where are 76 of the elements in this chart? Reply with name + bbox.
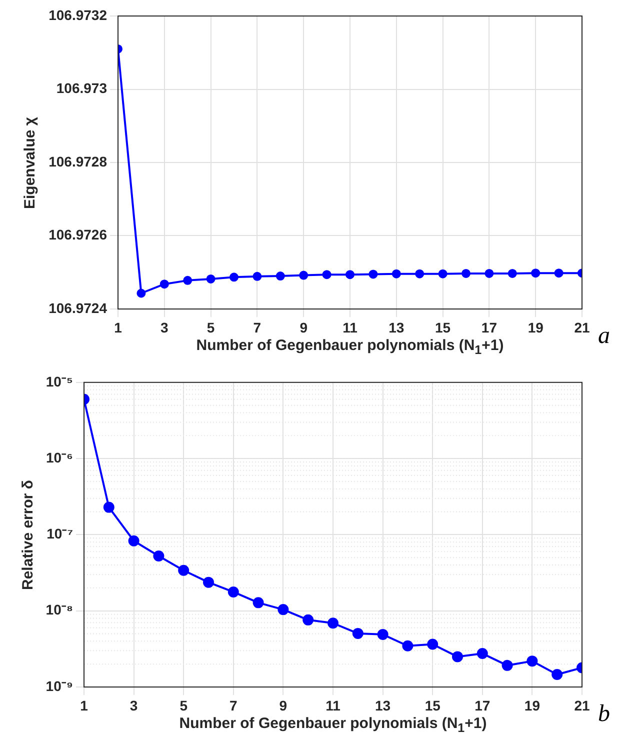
y-tick-label: 106.9724	[48, 300, 108, 316]
x-tick-label: 17	[474, 697, 490, 714]
point	[160, 280, 169, 289]
x-tick-label: 7	[230, 697, 238, 714]
y-axis-title: Relative error δ	[20, 480, 36, 590]
point	[278, 604, 289, 616]
point	[415, 269, 424, 278]
text: b	[598, 701, 610, 728]
x-tick-label: 5	[206, 319, 215, 336]
point	[128, 535, 140, 546]
point	[484, 268, 494, 278]
point	[508, 268, 517, 278]
point	[392, 269, 401, 278]
point	[368, 270, 378, 279]
x-tick-label: 21	[574, 319, 590, 336]
x-tick-label: 19	[524, 697, 540, 714]
text: a	[598, 323, 610, 350]
x-tick-label: 17	[481, 319, 498, 336]
point	[299, 270, 308, 280]
y-tick-label: 106.9728	[48, 153, 108, 170]
point	[183, 276, 192, 285]
point	[206, 274, 216, 284]
point	[452, 651, 463, 662]
point	[531, 268, 540, 278]
x-tick-label: 7	[253, 319, 262, 336]
y-tick-label: 106.973	[56, 80, 108, 96]
point	[230, 272, 238, 282]
x-tick-label: 15	[435, 319, 451, 336]
point	[462, 268, 470, 278]
point	[302, 614, 314, 626]
y-tick-label: 106.9732	[48, 6, 108, 23]
x-axis-title: Number of Gegenbauer polynomials (N$_{1}$+1)	[196, 337, 504, 357]
x-tick-label: 11	[342, 319, 358, 336]
point	[438, 269, 448, 278]
point	[427, 638, 438, 650]
point	[252, 272, 262, 281]
x-axis-title: Number of Gegenbauer polynomials (N$_{1}$+1)	[179, 715, 487, 735]
point	[476, 648, 488, 660]
y-tick-label: 10⁻⁸	[46, 602, 73, 618]
x-tick-label: 13	[388, 319, 404, 336]
point	[552, 668, 563, 680]
x-tick-label: 15	[424, 697, 441, 714]
x-tick-label: 1	[114, 319, 122, 336]
x-tick-label: 21	[574, 697, 590, 714]
point	[502, 660, 513, 671]
x-tick-label: 3	[160, 319, 168, 336]
x-tick-label: 13	[375, 697, 391, 714]
point	[276, 272, 285, 281]
point	[346, 270, 354, 280]
x-tick-label: 11	[326, 697, 341, 714]
y-tick-label: 10⁻⁹	[46, 678, 73, 694]
x-tick-label: 9	[300, 319, 308, 336]
x-tick-label: 1	[80, 697, 88, 714]
point	[178, 564, 190, 576]
x-tick-label: 3	[130, 697, 138, 714]
point	[322, 270, 332, 280]
point	[228, 586, 239, 598]
y-tick-label: 106.9726	[48, 226, 108, 243]
point	[203, 576, 214, 588]
point	[554, 268, 564, 278]
x-tick-label: 9	[279, 697, 288, 714]
point	[352, 628, 364, 639]
y-tick-label: 10⁻⁵	[46, 373, 73, 390]
y-axis-title: Eigenvalue χ	[22, 116, 38, 208]
point	[377, 628, 388, 640]
point	[103, 502, 114, 513]
y-tick-label: 10⁻⁶	[46, 449, 73, 466]
point	[526, 656, 538, 667]
point	[153, 550, 164, 562]
y-tick-label: 10⁻⁷	[46, 526, 74, 542]
point	[328, 618, 338, 629]
point	[136, 288, 146, 298]
x-tick-label: 19	[528, 319, 544, 336]
x-tick-label: 5	[180, 697, 188, 714]
point	[252, 597, 264, 608]
point	[402, 640, 414, 652]
